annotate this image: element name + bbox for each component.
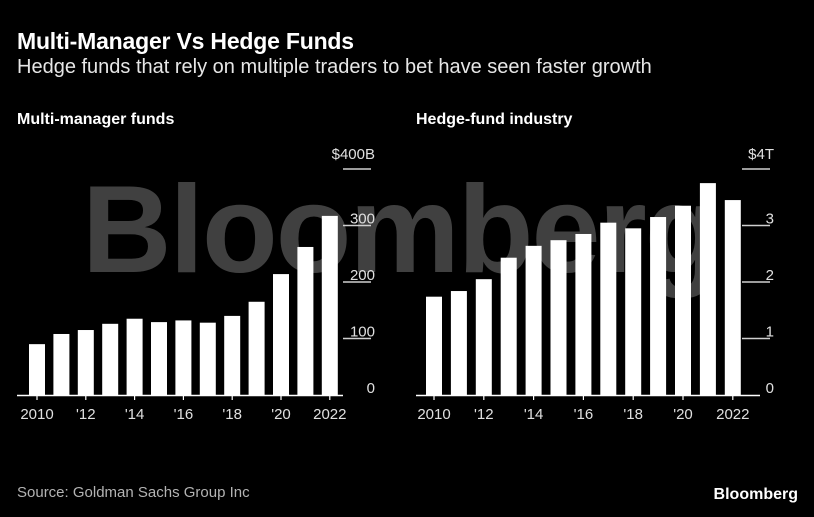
- y-tick-label: 1: [766, 324, 774, 341]
- chart-title: Multi-Manager Vs Hedge Funds: [17, 28, 354, 54]
- bar-2015: [550, 240, 567, 395]
- x-tick-label: '16: [574, 406, 594, 423]
- bar-2017: [199, 322, 216, 395]
- x-tick-label: '16: [174, 406, 194, 423]
- x-tick-label: 2022: [716, 406, 749, 423]
- multi-manager-panel: 0 100 200 300 $400B 2010 '12 '14 '16 '18 '20 2022: [17, 146, 375, 423]
- y-tick-label: 100: [350, 324, 375, 341]
- bar-2012: [77, 330, 94, 395]
- y-tick-label: 2: [766, 267, 774, 284]
- bar-2017: [600, 222, 617, 395]
- bar-2011: [450, 291, 467, 395]
- x-tick-label: '20: [271, 406, 291, 423]
- chart-subtitle: Hedge funds that rely on multiple trader…: [17, 56, 652, 78]
- x-tick-label: '12: [474, 406, 494, 423]
- hedge-fund-industry-panel: 0 1 2 3 $4T 2010 '12 '14 '16 '18 '20 2022: [416, 146, 774, 423]
- bar-2015: [151, 322, 167, 395]
- x-tick-label: 2010: [417, 406, 450, 423]
- x-tick-label: 2022: [313, 406, 346, 423]
- bar-2020: [273, 274, 289, 395]
- y-tick-label: 300: [350, 211, 375, 228]
- y-tick-label: 0: [766, 380, 774, 397]
- bar-2018: [224, 315, 241, 395]
- bar-2010: [426, 296, 442, 395]
- x-tick-label: '14: [125, 406, 145, 423]
- x-tick-label: '12: [76, 406, 96, 423]
- bar-2013: [500, 257, 517, 395]
- bar-2021: [297, 246, 314, 395]
- panel-title-hedge-fund-industry: Hedge-fund industry: [416, 111, 573, 128]
- y-tick-label: $4T: [748, 146, 774, 163]
- bar-2018: [625, 228, 642, 395]
- x-tick-label: '18: [623, 406, 643, 423]
- y-tick-label: 200: [350, 267, 375, 284]
- x-tick-label: '18: [222, 406, 242, 423]
- x-tick-label: '20: [673, 406, 693, 423]
- bar-2020: [675, 205, 691, 395]
- y-tick-label: 0: [367, 380, 375, 397]
- bar-2011: [53, 333, 70, 395]
- y-tick-label: 3: [766, 211, 774, 228]
- bar-2019: [650, 217, 667, 395]
- bar-2013: [102, 323, 119, 395]
- bar-2010: [29, 344, 45, 395]
- x-tick-label: 2010: [20, 406, 53, 423]
- bar-2014: [126, 318, 143, 395]
- bar-2022: [321, 215, 338, 395]
- bar-2022: [724, 200, 741, 395]
- bar-2014: [525, 245, 542, 395]
- x-tick-label: '14: [524, 406, 544, 423]
- bar-2016: [175, 320, 192, 395]
- y-tick-label: $400B: [332, 146, 375, 163]
- bar-2019: [248, 301, 265, 395]
- source-note: Source: Goldman Sachs Group Inc: [17, 484, 250, 501]
- bar-2012: [475, 279, 492, 395]
- panel-title-multi-manager: Multi-manager funds: [17, 111, 175, 128]
- bar-2016: [575, 233, 592, 395]
- bloomberg-logo: Bloomberg: [713, 486, 798, 503]
- bar-2021: [699, 183, 716, 395]
